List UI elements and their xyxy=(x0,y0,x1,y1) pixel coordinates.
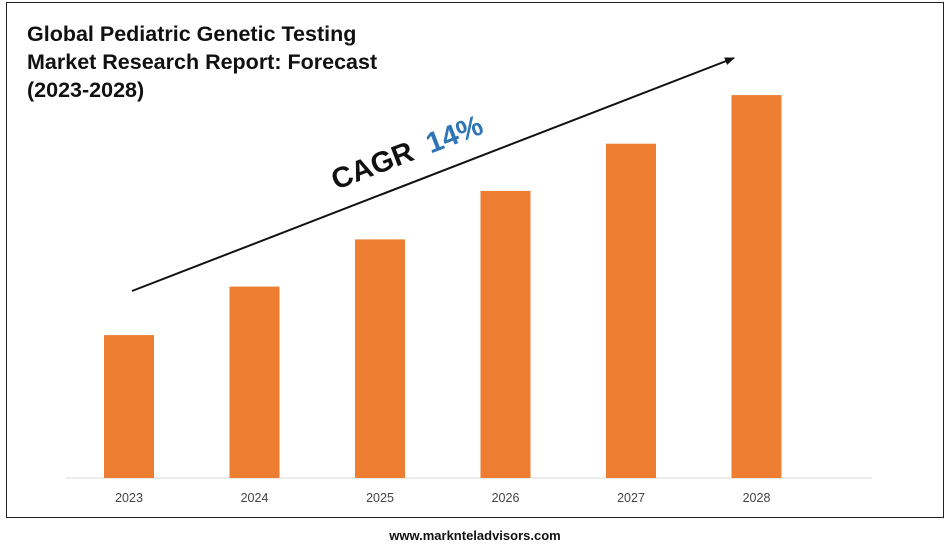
bar-2024 xyxy=(229,286,280,478)
cagr-trend-arrow xyxy=(131,57,735,292)
x-tick-label-2027: 2027 xyxy=(617,491,645,505)
x-tick-label-2024: 2024 xyxy=(241,491,269,505)
x-tick-label-2026: 2026 xyxy=(492,491,520,505)
cagr-value: 14% xyxy=(422,109,488,160)
chart-frame xyxy=(6,2,944,518)
x-tick-label-2025: 2025 xyxy=(366,491,394,505)
bar-2028 xyxy=(731,95,782,478)
bar-2026 xyxy=(480,190,531,478)
bar-2023 xyxy=(104,335,154,478)
chart-title: Global Pediatric Genetic Testing Market … xyxy=(27,20,447,104)
chart-title-line-3: (2023-2028) xyxy=(27,78,145,102)
bar-2025 xyxy=(355,239,405,478)
x-tick-labels: 2023 2024 2025 2026 2027 2028 xyxy=(115,491,770,505)
bar-group xyxy=(104,95,782,478)
chart-title-line-1: Global Pediatric Genetic Testing xyxy=(27,22,357,46)
cagr-label: CAGR xyxy=(327,136,418,196)
x-tick-label-2023: 2023 xyxy=(115,491,143,505)
chart-title-line-2: Market Research Report: Forecast xyxy=(27,50,378,74)
bar-2027 xyxy=(606,143,656,478)
footer-website: www.marknteladvisors.com xyxy=(389,528,561,543)
x-tick-label-2028: 2028 xyxy=(743,491,771,505)
